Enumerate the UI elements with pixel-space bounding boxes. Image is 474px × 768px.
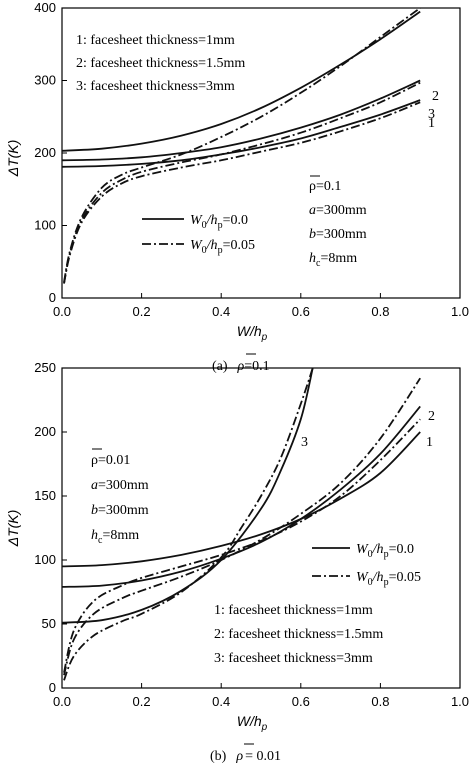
panel-b-series-1-solid <box>62 431 421 568</box>
panel-a-param-rho: ρ=0.1 <box>309 179 341 194</box>
panel-a-y-tick-label: 200 <box>34 145 56 160</box>
panel-b-x-axis-title: W/hp <box>237 713 268 733</box>
panel-b-legend-solid-label: W0/hp=0.0 <box>356 542 414 560</box>
panel-a-series-2-dashdot <box>63 81 421 284</box>
panel-b-plot-frame <box>61 367 461 689</box>
panel-b-y-tick-label: 0 <box>49 680 56 695</box>
panel-b-param-rho: ρ=0.01 <box>91 453 130 468</box>
panel-a-x-tick-label: 0.0 <box>53 304 71 319</box>
panel-a-legend-thickness-3: 3: facesheet thickness=3mm <box>76 79 235 94</box>
panel-b-y-tick-label: 150 <box>34 488 56 503</box>
panel-b-y-tick-label: 50 <box>42 616 56 631</box>
panel-a-x-tick-label: 0.2 <box>133 304 151 319</box>
panel-a-curve-label-1: 3 <box>428 107 435 122</box>
panel-a: 0.0 0.2 0.4 0.6 0.8 1.0 0 100 200 300 400 ΔT(K) W… <box>5 0 469 374</box>
panel-b-caption: (b) ρ = 0.01 <box>210 749 281 764</box>
panel-a-y-ticks: 0 100 200 300 400 <box>34 0 67 305</box>
panel-b-x-axis-main: W/h <box>237 713 262 729</box>
panel-a-y-tick-label: 100 <box>34 218 56 233</box>
panel-b-x-tick-label: 1.0 <box>451 694 469 709</box>
panel-b-y-ticks: 0 50 100 150 200 250 <box>34 360 67 695</box>
panel-a-caption: (a) ρ=0.1 <box>212 359 270 374</box>
panel-a-curve-label-2: 2 <box>432 89 439 104</box>
panel-b-legend-dashdot-label: W0/hp=0.05 <box>356 570 421 588</box>
panel-a-y-axis-title: ΔT(K) <box>5 140 21 178</box>
panel-b-curve-label-3: 3 <box>301 435 308 450</box>
panel-b-y-tick-label: 100 <box>34 552 56 567</box>
panel-b-y-axis-title: ΔT(K) <box>5 510 21 548</box>
panel-b-x-tick-label: 0.0 <box>53 694 71 709</box>
panel-a-y-tick-label: 0 <box>49 290 56 305</box>
panel-b-x-axis-sub: p <box>261 722 268 733</box>
panel-a-x-axis-title: W/hp <box>237 323 268 343</box>
panel-a-series-1-solid <box>62 99 421 168</box>
panel-a-param-b: b=300mm <box>309 227 367 242</box>
panel-a-series-1-dashdot <box>63 101 421 284</box>
panel-b-legend-thickness-3: 3: facesheet thickness=3mm <box>214 651 373 666</box>
panel-a-curves <box>62 8 421 284</box>
panel-b-series-2-dashdot <box>63 377 421 676</box>
panel-a-legend-solid-label: W0/hp=0.0 <box>190 213 248 231</box>
panel-a-series-2-solid <box>62 79 421 162</box>
panel-b-series-3-solid <box>62 368 314 624</box>
panel-a-x-axis-sub: p <box>261 332 268 343</box>
panel-b-param-hc: hc=8mm <box>91 528 139 546</box>
panel-a-x-tick-label: 0.6 <box>292 304 310 319</box>
panel-b-x-tick-label: 0.2 <box>133 694 151 709</box>
panel-b-series-3-dashdot <box>63 368 314 681</box>
panel-a-legend-thickness-1: 1: facesheet thickness=1mm <box>76 33 235 48</box>
panel-b-series-1-dashdot <box>63 418 421 673</box>
panel-a-legend-thickness-2: 2: facesheet thickness=1.5mm <box>76 56 245 71</box>
panel-a-series-3-dashdot <box>63 8 421 283</box>
panel-a-param-hc: hc=8mm <box>309 251 357 269</box>
panel-b-y-tick-label: 200 <box>34 424 56 439</box>
panel-a-plot-frame <box>61 7 461 299</box>
panel-b-curve-label-2: 2 <box>428 409 435 424</box>
panel-b-x-tick-label: 0.4 <box>212 694 230 709</box>
panel-a-param-a: a=300mm <box>309 203 367 218</box>
panel-b-param-a: a=300mm <box>91 478 149 493</box>
panel-a-x-tick-label: 0.4 <box>212 304 230 319</box>
panel-b: 0.0 0.2 0.4 0.6 0.8 1.0 0 50 100 150 200 250 ΔT(K)… <box>5 360 469 764</box>
panel-b-x-ticks: 0.0 0.2 0.4 0.6 0.8 1.0 <box>53 683 469 709</box>
panel-a-curve-label-3: 1 <box>428 116 435 131</box>
panel-b-param-b: b=300mm <box>91 503 149 518</box>
panel-b-y-tick-label: 250 <box>34 360 56 375</box>
panel-a-x-tick-label: 0.8 <box>371 304 389 319</box>
panel-b-x-tick-label: 0.6 <box>292 694 310 709</box>
panel-b-x-tick-label: 0.8 <box>371 694 389 709</box>
panel-b-series-2-solid <box>62 405 421 588</box>
panel-a-y-tick-label: 400 <box>34 0 56 15</box>
panel-a-legend-dashdot-label: W0/hp=0.05 <box>190 238 255 256</box>
panel-b-curve-label-1: 1 <box>426 435 433 450</box>
panel-a-x-ticks: 0.0 0.2 0.4 0.6 0.8 1.0 <box>53 293 469 319</box>
panel-b-legend-thickness-2: 2: facesheet thickness=1.5mm <box>214 627 383 642</box>
panel-b-curves <box>62 368 421 681</box>
panel-a-x-tick-label: 1.0 <box>451 304 469 319</box>
panel-a-y-tick-label: 300 <box>34 73 56 88</box>
panel-a-x-axis-main: W/h <box>237 323 262 339</box>
panel-b-legend-thickness-1: 1: facesheet thickness=1mm <box>214 603 373 618</box>
